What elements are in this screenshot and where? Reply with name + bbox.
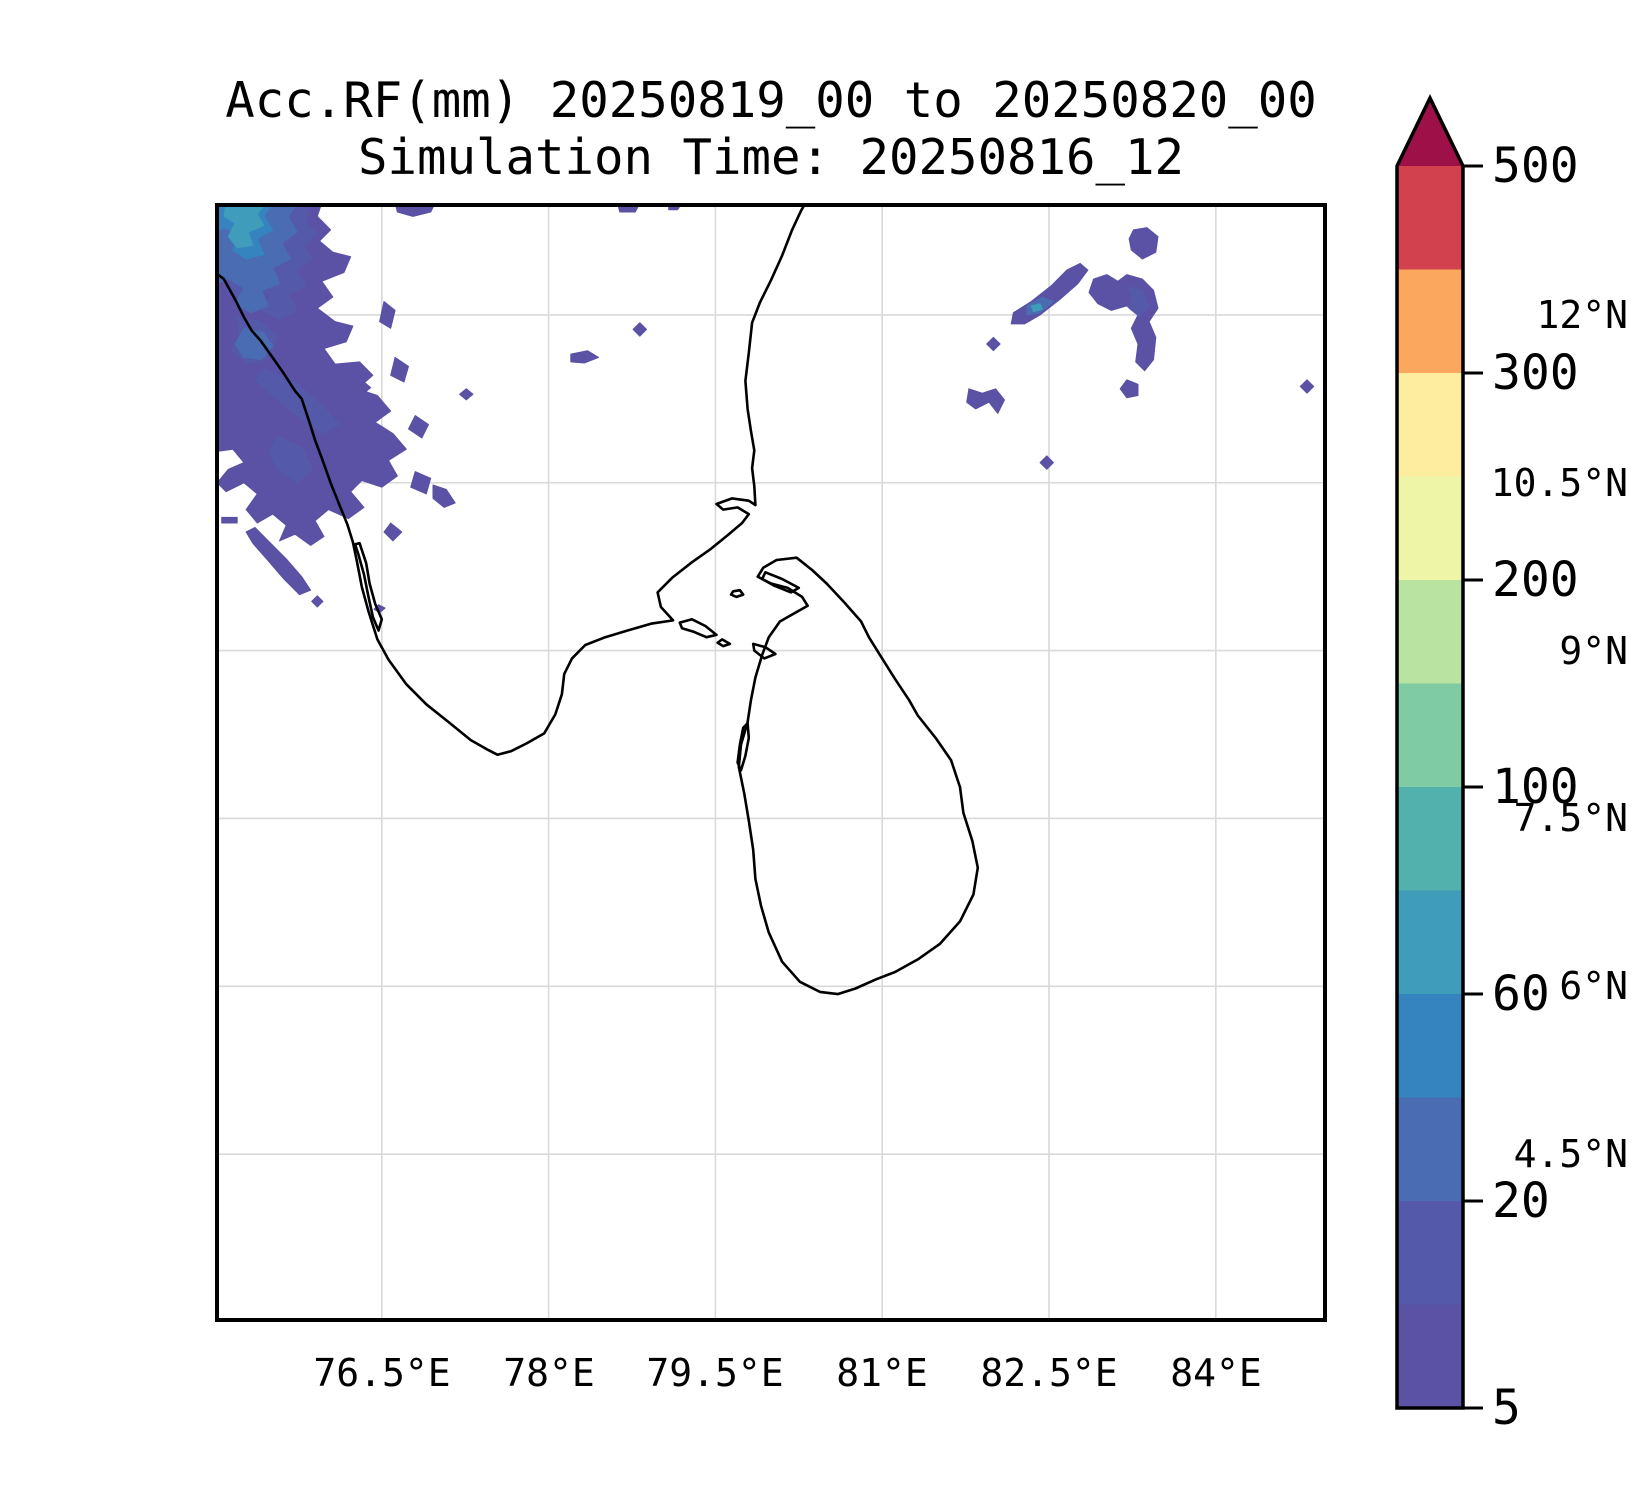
- y-tick-7-5n: 7.5°N: [1513, 796, 1628, 840]
- coastline-delft-island: [729, 588, 745, 599]
- coastline-sri-lanka: [737, 556, 980, 996]
- rain-region-10-20mm: [1126, 285, 1150, 318]
- coastline-kalpitiya-spit: [736, 722, 751, 772]
- y-tick-4-5n: 4.5°N: [1513, 1132, 1628, 1176]
- cb-tick-200: 200: [1492, 552, 1579, 608]
- coastline-jaffna-lagoon: [760, 571, 801, 594]
- rain-region-5-10mm: [1088, 274, 1159, 372]
- colorbar: [1390, 90, 1645, 1455]
- coastline-pamban-island: [678, 618, 718, 639]
- colorbar-segment-10-20mm: [1397, 1201, 1463, 1306]
- cb-tick-60: 60: [1492, 966, 1550, 1022]
- y-tick-6n: 6°N: [1559, 964, 1628, 1008]
- cb-tick-500: 500: [1492, 138, 1579, 194]
- colorbar-segment-300-400mm: [1397, 269, 1463, 374]
- colorbar-segment-400-500mm: [1397, 166, 1463, 271]
- rain-region-10-20mm: [254, 368, 340, 434]
- rain-region-5-10mm: [311, 595, 324, 608]
- y-tick-10-5n: 10.5°N: [1490, 461, 1628, 505]
- rain-region-5-10mm: [459, 388, 474, 401]
- colorbar-segment-60-80mm: [1397, 890, 1463, 995]
- rain-region-10-20mm: [267, 435, 314, 484]
- x-tick-78e: 78°E: [503, 1351, 595, 1395]
- colorbar-segment-100-150mm: [1397, 683, 1463, 788]
- coastline-vembanad-backwater: [353, 541, 384, 632]
- rain-region-5-10mm: [1128, 227, 1159, 260]
- figure-title: Acc.RF(mm) 20250819_00 to 20250820_00 Si…: [215, 72, 1327, 186]
- rain-region-5-10mm: [356, 381, 372, 394]
- rain-region-5-10mm: [408, 415, 429, 439]
- colorbar-segment-20-40mm: [1397, 1097, 1463, 1202]
- rain-region-5-10mm: [379, 301, 396, 329]
- colorbar-segment-150-200mm: [1397, 580, 1463, 685]
- y-tick-9n: 9°N: [1559, 629, 1628, 673]
- colorbar-segment-40-60mm: [1397, 994, 1463, 1099]
- rain-region-5-10mm: [221, 516, 238, 524]
- rain-region-5-10mm: [632, 322, 647, 337]
- cb-tick-5: 5: [1492, 1380, 1521, 1436]
- rain-region-60-80mm: [223, 203, 267, 249]
- coastline-mannar-island: [751, 642, 777, 660]
- x-tick-79-5e: 79.5°E: [646, 1351, 784, 1395]
- colorbar-svg: [1395, 93, 1483, 1410]
- rain-region-5-10mm: [966, 388, 1005, 414]
- plot-border: [215, 203, 1327, 1322]
- coastline-adams-bridge-islet: [716, 638, 732, 648]
- x-tick-84e: 84°E: [1170, 1351, 1262, 1395]
- x-tick-82-5e: 82.5°E: [980, 1351, 1118, 1395]
- rain-region-5-10mm: [570, 350, 600, 364]
- rain-region-5-10mm: [363, 444, 378, 459]
- figure-title-line1: Acc.RF(mm) 20250819_00 to 20250820_00: [225, 72, 1317, 129]
- x-tick-76-5e: 76.5°E: [313, 1351, 451, 1395]
- cb-tick-100: 100: [1492, 759, 1579, 815]
- rain-region-60-80mm: [1030, 303, 1043, 312]
- rain-region-5-10mm: [410, 471, 432, 495]
- y-tick-12n: 12°N: [1536, 293, 1628, 337]
- rain-region-5-10mm: [986, 336, 1001, 352]
- cb-tick-300: 300: [1492, 345, 1579, 401]
- cb-tick-20: 20: [1492, 1173, 1550, 1229]
- colorbar-segment-250-300mm: [1397, 373, 1463, 478]
- colorbar-segment-200-250mm: [1397, 476, 1463, 581]
- colorbar-outline: [1395, 93, 1465, 1410]
- rain-region-5-10mm: [1299, 379, 1315, 394]
- coastline-india-mainland: [215, 203, 807, 756]
- x-tick-81e: 81°E: [836, 1351, 928, 1395]
- rain-region-5-10mm: [383, 522, 403, 542]
- rain-region-5-10mm: [432, 484, 456, 508]
- colorbar-segment-5-10mm: [1397, 1304, 1463, 1409]
- map-plot-area: [215, 203, 1327, 1322]
- rain-region-5-10mm: [390, 356, 409, 383]
- figure-title-line2: Simulation Time: 20250816_12: [357, 129, 1184, 186]
- colorbar-extend-max-arrow: [1397, 98, 1463, 166]
- rainfall-map: [215, 203, 1327, 1322]
- colorbar-segment-80-100mm: [1397, 787, 1463, 892]
- rain-region-5-10mm: [245, 527, 312, 596]
- rain-region-5-10mm: [1039, 455, 1054, 470]
- rain-region-5-10mm: [1119, 379, 1139, 399]
- rain-region-20-40mm: [234, 327, 274, 361]
